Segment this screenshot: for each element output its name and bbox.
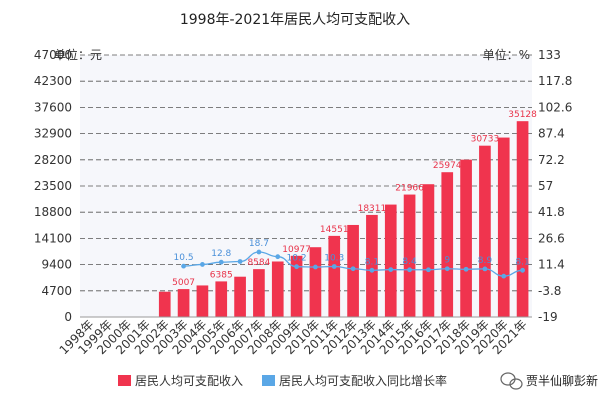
left-tick-label: 37600 — [34, 100, 72, 114]
chart-title: 1998年-2021年居民人均可支配收入 — [180, 12, 410, 28]
left-tick-label: 28200 — [34, 153, 72, 167]
bar — [271, 261, 284, 317]
line-point — [218, 259, 224, 265]
bar — [460, 159, 472, 317]
line-data-label: 18.7 — [249, 239, 269, 249]
line-point — [426, 267, 431, 273]
bar — [328, 235, 341, 317]
bar-data-label: 25974 — [433, 161, 462, 171]
line-point — [200, 262, 205, 267]
line-data-label: 8.1 — [515, 257, 529, 267]
bar-data-label: 18311 — [358, 204, 387, 214]
bar — [158, 291, 171, 317]
wechat-icon — [500, 372, 523, 390]
left-tick-label: 18800 — [34, 205, 72, 219]
line-data-label: 12.8 — [211, 249, 231, 259]
line-point — [463, 266, 469, 272]
bar-data-label: 30733 — [471, 135, 500, 145]
bar-data-label: 6385 — [210, 270, 233, 280]
right-axis-unit: 单位：% — [483, 47, 530, 62]
line-point — [444, 266, 450, 272]
legend-label-income: 居民人均可支配收入 — [135, 374, 243, 388]
legend-swatch-income — [118, 375, 131, 386]
line-point — [482, 266, 488, 272]
right-tick-label: -19 — [538, 310, 558, 324]
left-tick-label: 9400 — [41, 258, 72, 272]
right-tick-label: 11.4 — [538, 258, 565, 272]
bar — [441, 172, 454, 317]
line-point — [350, 266, 356, 272]
bar-data-label: 8584 — [247, 258, 270, 268]
line-series — [181, 249, 525, 279]
line-point — [520, 267, 525, 273]
bar — [497, 137, 510, 317]
line-point — [369, 267, 375, 273]
bar-data-label: 14551 — [320, 225, 349, 235]
bar — [196, 285, 209, 317]
line-data-label: 10.2 — [287, 254, 307, 264]
left-tick-label: 4700 — [41, 284, 72, 298]
left-tick-label: 47000 — [34, 48, 72, 62]
legend: 居民人均可支配收入 居民人均可支配收入同比增长率 — [118, 373, 447, 388]
bar — [384, 204, 397, 317]
line-data-label: 8.4 — [402, 257, 417, 267]
right-axis-ticks: 133 117.8 102.6 87.4 72.2 57 41.8 26.6 11.4 -3.8 -… — [538, 48, 572, 324]
bar — [479, 145, 491, 317]
bar-data-label: 21966 — [395, 184, 424, 194]
right-tick-label: 41.8 — [538, 205, 565, 219]
left-tick-label: 42300 — [34, 74, 72, 88]
bar — [253, 269, 265, 317]
left-tick-label: 0 — [64, 310, 72, 324]
line-data-label: 9 — [444, 256, 450, 266]
line-point — [275, 254, 281, 260]
bar-data-label: 35128 — [508, 110, 537, 120]
right-tick-label: -3.8 — [538, 284, 561, 298]
watermark-text: 贾半仙聊彭新 — [526, 373, 598, 388]
bar — [516, 121, 529, 317]
left-tick-label: 32900 — [34, 127, 72, 141]
right-tick-label: 57 — [538, 179, 553, 193]
bar — [366, 214, 378, 317]
watermark: 贾半仙聊彭新 — [500, 372, 598, 390]
line-point — [181, 263, 186, 269]
bar — [403, 194, 416, 317]
bar — [422, 184, 435, 317]
right-tick-label: 133 — [538, 48, 561, 62]
left-tick-label: 14100 — [34, 231, 72, 245]
line-point — [313, 264, 318, 270]
line-point — [256, 249, 262, 255]
line-data-labels: 10.5 12.8 18.7 10.2 10.3 8.1 8.4 9 8.9 8.1 — [174, 239, 530, 267]
left-axis-ticks: 4700042300376003290028200235001880014100… — [34, 48, 72, 324]
bar-data-label: 5007 — [172, 278, 195, 288]
right-tick-label: 117.8 — [538, 74, 572, 88]
line-point — [237, 259, 243, 264]
bar — [234, 276, 246, 317]
line-point — [294, 264, 299, 270]
line-point — [388, 267, 394, 272]
left-axis-unit: 单位：元 — [54, 47, 102, 62]
line-point — [501, 273, 507, 279]
legend-label-growth: 居民人均可支配收入同比增长率 — [279, 373, 447, 388]
line-data-label: 8.1 — [365, 257, 379, 267]
line-point — [407, 267, 412, 273]
gridlines — [80, 54, 532, 292]
bar — [309, 247, 322, 317]
bar — [215, 281, 228, 317]
legend-swatch-growth — [262, 375, 275, 386]
bar — [177, 289, 190, 317]
left-tick-label: 23500 — [34, 179, 72, 193]
line-data-label: 8.9 — [478, 256, 493, 266]
right-tick-label: 72.2 — [538, 153, 565, 167]
bar — [290, 255, 303, 317]
line-data-label: 10.5 — [174, 253, 194, 263]
bar-data-labels: 5007 6385 8584 10977 14551 18311 21966 25974 307… — [172, 110, 537, 288]
right-tick-label: 87.4 — [538, 127, 565, 141]
bar-data-label: 10977 — [282, 245, 311, 255]
right-tick-label: 26.6 — [538, 231, 565, 245]
line-data-label: 10.3 — [324, 253, 344, 263]
right-tick-label: 102.6 — [538, 100, 572, 114]
x-axis-ticks: 1998年1999年2000年2001年2002年2003年2004年2005年… — [57, 317, 530, 357]
line-point — [331, 264, 337, 269]
